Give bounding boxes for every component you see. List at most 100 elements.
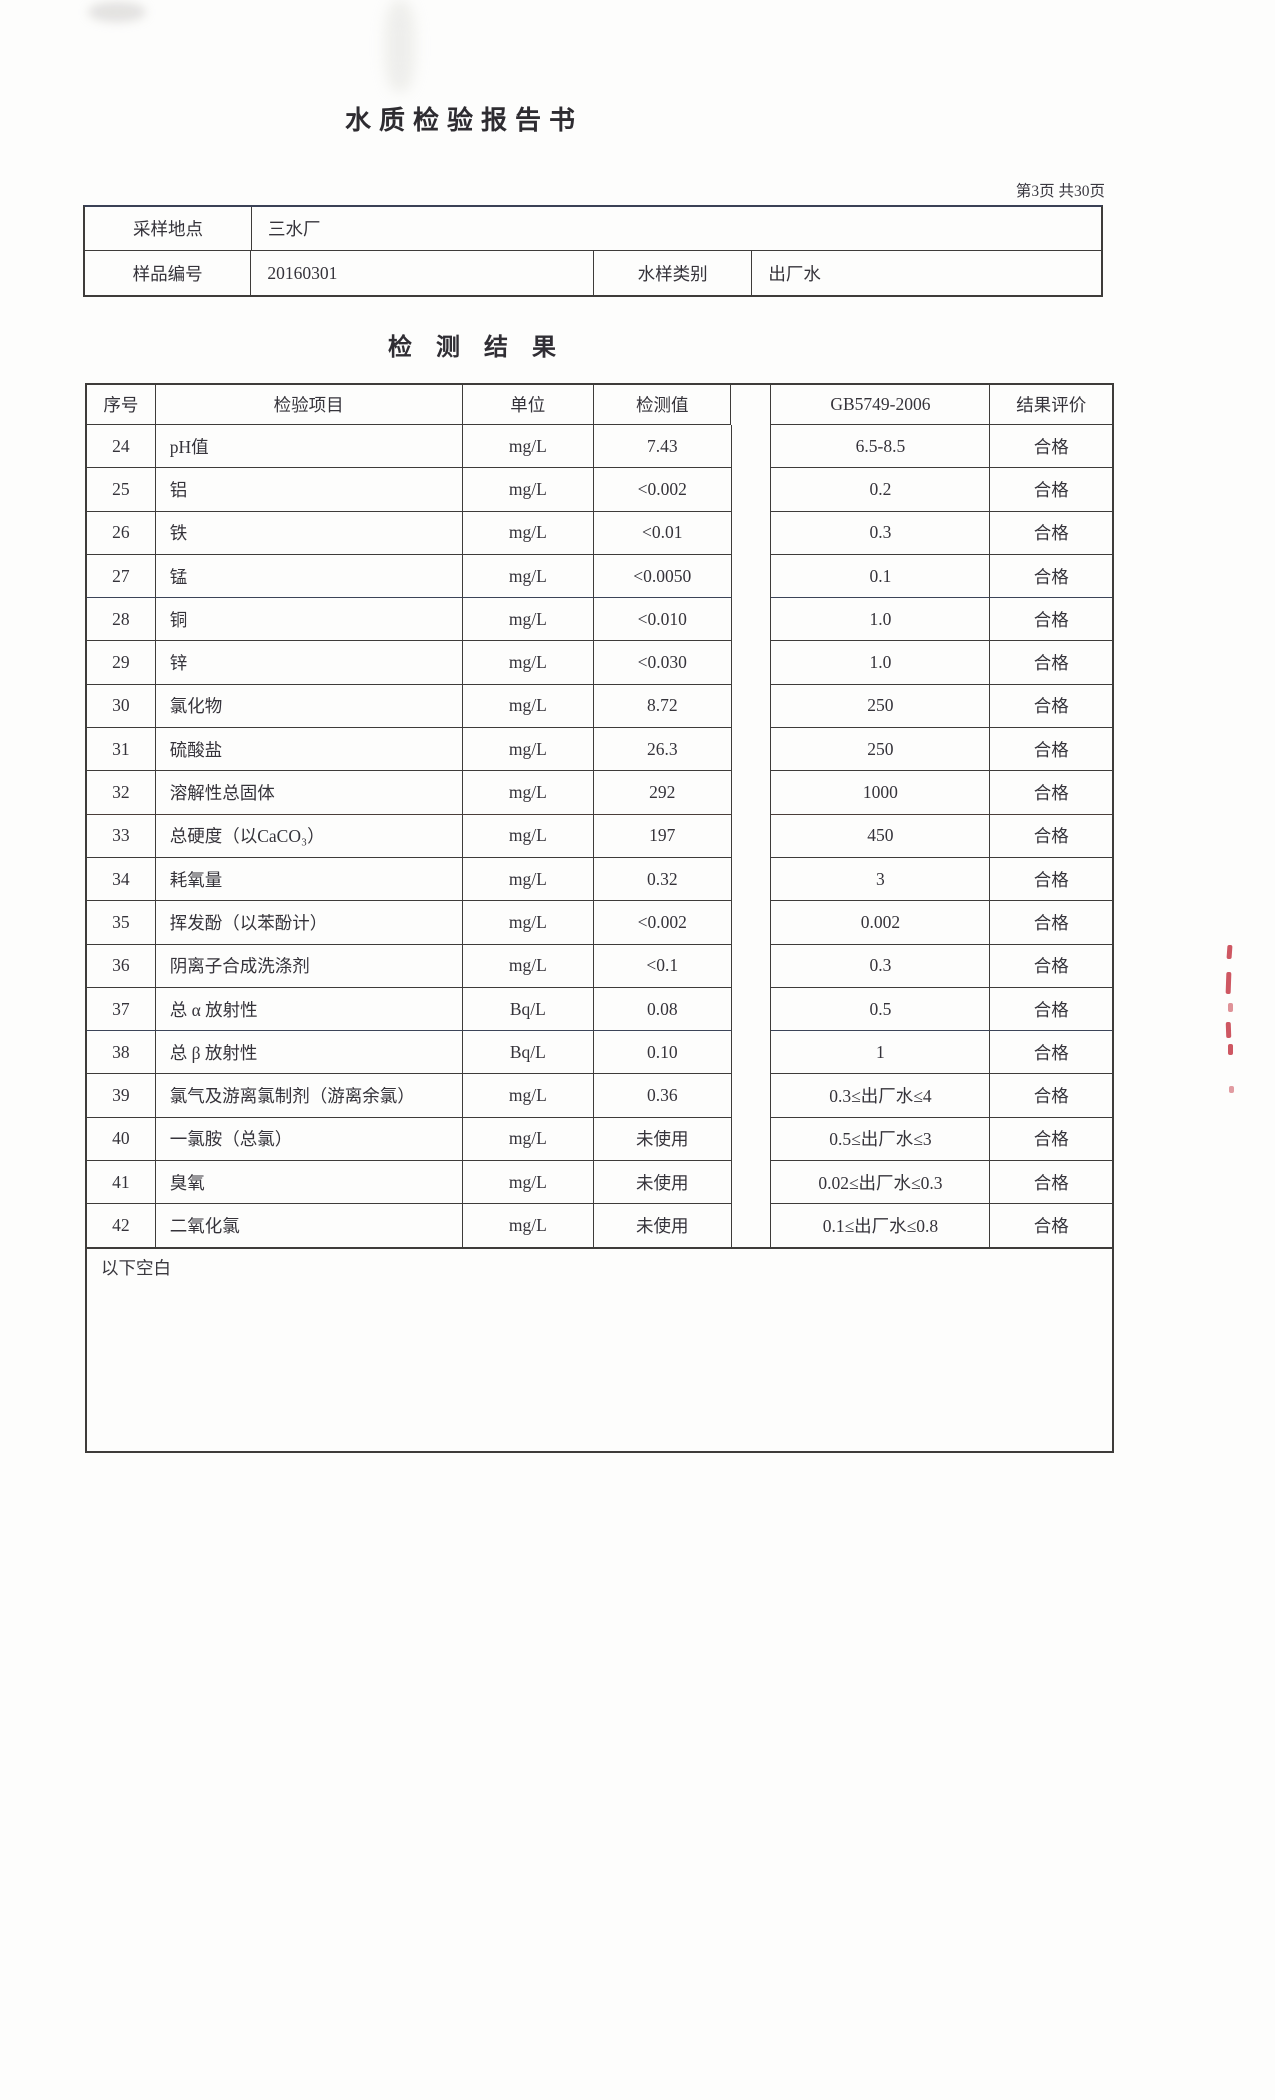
row-gap <box>732 944 772 988</box>
table-row: 30 氯化物 mg/L 8.72 250 合格 <box>87 684 1112 729</box>
row-item: 总硬度（以CaCO₃） <box>155 814 463 858</box>
row-evaluation: 合格 <box>990 901 1112 945</box>
row-item: 锰 <box>155 554 463 599</box>
table-row: 35 挥发酚（以苯酚计） mg/L <0.002 0.002 合格 <box>87 901 1112 945</box>
table-row: 29 锌 mg/L <0.030 1.0 合格 <box>87 641 1112 685</box>
row-unit: mg/L <box>462 728 595 772</box>
row-evaluation: 合格 <box>990 1031 1112 1075</box>
row-value: <0.002 <box>594 901 732 945</box>
row-no: 39 <box>87 1074 156 1118</box>
row-value: 0.10 <box>594 1031 732 1075</box>
page-number: 第3页 共30页 <box>1015 183 1105 200</box>
row-evaluation: 合格 <box>990 728 1112 772</box>
row-item: 臭氧 <box>155 1161 463 1205</box>
table-row: 28 铜 mg/L <0.010 1.0 合格 <box>87 598 1112 642</box>
row-no: 26 <box>87 511 156 555</box>
row-unit: mg/L <box>462 857 595 902</box>
row-evaluation: 合格 <box>990 945 1112 988</box>
row-no: 32 <box>87 771 156 815</box>
row-value: 0.32 <box>594 857 732 902</box>
row-item: 一氯胺（总氯） <box>155 1117 463 1162</box>
row-standard: 0.002 <box>771 901 991 945</box>
row-evaluation: 合格 <box>990 512 1112 555</box>
row-item: 耗氧量 <box>155 857 463 902</box>
row-item: pH值 <box>155 425 463 469</box>
row-evaluation: 合格 <box>990 815 1112 858</box>
row-value: <0.030 <box>594 641 732 685</box>
water-type-value: 出厂水 <box>768 263 821 284</box>
results-rows: 24 pH值 mg/L 7.43 6.5-8.5 合格 25 铝 mg/L <0.002 0.2 合格… <box>87 425 1112 1248</box>
row-gap <box>732 814 772 858</box>
row-value: 0.36 <box>594 1074 732 1118</box>
row-unit: mg/L <box>462 944 595 988</box>
row-evaluation: 合格 <box>990 641 1112 685</box>
row-unit: mg/L <box>462 1074 595 1118</box>
table-row: 26 铁 mg/L <0.01 0.3 合格 <box>87 511 1112 555</box>
row-standard: 450 <box>771 814 991 858</box>
row-item: 挥发酚（以苯酚计） <box>155 901 463 945</box>
row-gap <box>732 987 772 1032</box>
row-gap <box>732 511 772 555</box>
table-row: 36 阴离子合成洗涤剂 mg/L <0.1 0.3 合格 <box>87 944 1112 988</box>
row-value: 197 <box>594 814 732 858</box>
results-header-row: 序号 检验项目 单位 检测值 GB5749-2006 结果评价 <box>87 385 1112 425</box>
row-gap <box>732 684 772 729</box>
row-gap <box>732 554 772 599</box>
header-unit: 单位 <box>462 385 595 425</box>
row-no: 37 <box>87 987 156 1032</box>
table-row: 31 硫酸盐 mg/L 26.3 250 合格 <box>87 728 1112 772</box>
row-no: 40 <box>87 1117 156 1162</box>
row-no: 34 <box>87 857 156 902</box>
row-standard: 1.0 <box>771 641 991 685</box>
row-value: 未使用 <box>594 1204 732 1248</box>
row-unit: mg/L <box>462 771 595 815</box>
header-standard: GB5749-2006 <box>771 385 991 425</box>
row-value: <0.010 <box>594 598 732 642</box>
row-gap <box>732 425 772 469</box>
scan-smudge <box>385 0 415 92</box>
row-evaluation: 合格 <box>990 1074 1112 1118</box>
sample-info-row: 采样地点 三水厂 <box>85 207 1101 251</box>
row-gap <box>732 641 772 685</box>
row-standard: 250 <box>771 684 991 729</box>
row-standard: 0.1 <box>771 554 991 599</box>
row-unit: mg/L <box>462 554 595 599</box>
results-table: 序号 检验项目 单位 检测值 GB5749-2006 结果评价 24 pH值 mg/… <box>85 383 1114 1248</box>
row-unit: Bq/L <box>462 1031 595 1075</box>
row-standard: 0.5≤出厂水≤3 <box>771 1117 991 1162</box>
row-value: <0.1 <box>594 944 732 988</box>
row-unit: mg/L <box>462 598 595 642</box>
table-row: 41 臭氧 mg/L 未使用 0.02≤出厂水≤0.3 合格 <box>87 1161 1112 1205</box>
row-value: <0.0050 <box>594 554 732 599</box>
row-no: 36 <box>87 944 156 988</box>
row-value: <0.01 <box>594 511 732 555</box>
table-row: 33 总硬度（以CaCO₃） mg/L 197 450 合格 <box>87 814 1112 858</box>
row-standard: 0.5 <box>771 987 991 1032</box>
row-evaluation: 合格 <box>990 685 1112 729</box>
blank-footer-box: 以下空白 <box>85 1247 1114 1453</box>
red-edge-mark <box>1225 1021 1232 1039</box>
blank-below-note: 以下空白 <box>101 1258 171 1278</box>
row-gap <box>732 468 772 512</box>
header-item: 检验项目 <box>155 385 463 425</box>
row-value: 292 <box>594 771 732 815</box>
row-no: 35 <box>87 901 156 945</box>
header-value: 检测值 <box>594 385 732 425</box>
row-standard: 0.2 <box>771 468 991 512</box>
row-no: 38 <box>87 1031 156 1075</box>
row-standard: 6.5-8.5 <box>771 425 991 469</box>
row-gap <box>732 1117 772 1162</box>
row-gap <box>732 598 772 642</box>
row-value: 8.72 <box>594 684 732 729</box>
row-item: 阴离子合成洗涤剂 <box>155 944 463 988</box>
row-value: 26.3 <box>594 728 732 772</box>
row-standard: 1000 <box>771 771 991 815</box>
row-no: 41 <box>87 1161 156 1205</box>
red-edge-mark <box>1228 1003 1233 1012</box>
row-item: 氯气及游离氯制剂（游离余氯） <box>155 1074 463 1118</box>
row-item: 铝 <box>155 468 463 512</box>
row-value: 0.08 <box>594 987 732 1032</box>
row-evaluation: 合格 <box>990 468 1112 512</box>
row-item: 铁 <box>155 511 463 555</box>
table-row: 27 锰 mg/L <0.0050 0.1 合格 <box>87 554 1112 599</box>
